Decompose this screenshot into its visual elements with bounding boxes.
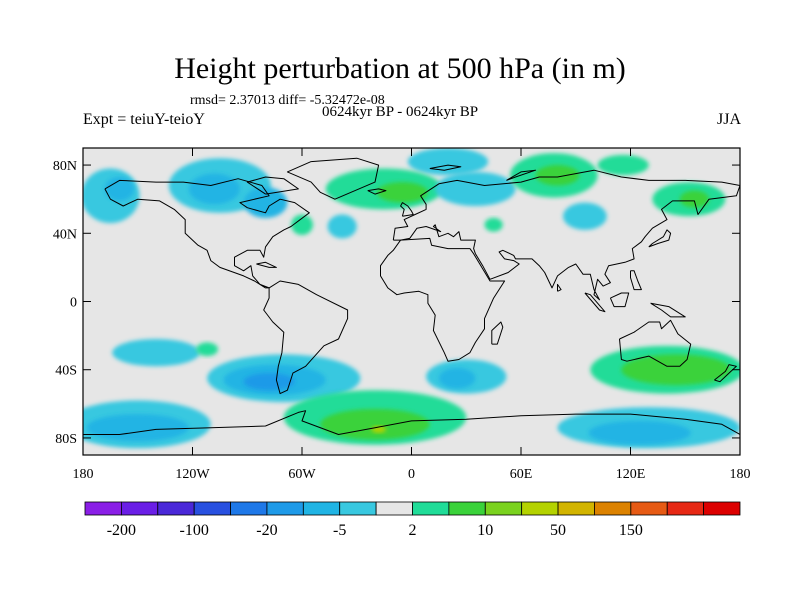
hudson-negative — [243, 187, 288, 218]
atlantic-negative — [327, 214, 357, 239]
colorbar-box — [666, 501, 705, 516]
lon-tick-label: 0 — [408, 467, 415, 482]
novaya-zemlya-coast — [506, 169, 537, 181]
borneo-coast — [609, 292, 630, 308]
europe-positive — [484, 217, 503, 232]
colorbar-box — [521, 501, 559, 516]
lon-tick-label: 60E — [510, 467, 533, 482]
kamchatka-positive-core — [679, 190, 709, 208]
stats-label: rmsd= 2.37013 diff= -5.32472e-08 — [190, 93, 385, 108]
colorbar-label: 10 — [477, 522, 493, 539]
colorbar-box — [84, 501, 122, 516]
iceland-coast — [367, 188, 387, 195]
colorbar-box — [230, 501, 268, 516]
siberia-positive-core — [535, 165, 580, 186]
lon-tick-label: 60W — [288, 467, 316, 482]
colorbar-box — [193, 501, 231, 516]
colorbar-box — [630, 501, 668, 516]
svalbard-coast — [429, 164, 462, 171]
lat-tick-label: 40S — [55, 364, 77, 379]
season-label: JJA — [716, 111, 741, 128]
australia-positive-core — [621, 354, 731, 386]
experiment-label: Expt = teiuY-teioY — [83, 111, 205, 128]
axis-ticks: 80N 40N 0 40S 80S 180 120W 60W 0 60E 120E 180 — [53, 148, 751, 482]
colorbar-label: -200 — [107, 522, 136, 539]
ross-sea-negative-core — [86, 414, 189, 442]
baffin-coast — [246, 176, 299, 195]
colorbar-box — [339, 501, 377, 516]
colorbar-label: -20 — [256, 522, 277, 539]
tropical-pacific-negative — [112, 339, 200, 367]
colorbar-box — [375, 501, 413, 516]
indian-ocean-negative-core — [438, 368, 476, 389]
lon-tick-label: 120E — [616, 467, 646, 482]
greenland-positive-core — [376, 182, 428, 203]
scandinavia-negative — [435, 171, 516, 206]
colorbar-box — [412, 501, 450, 516]
madagascar-coast — [491, 321, 504, 345]
north-america-coast — [104, 178, 310, 289]
lon-tick-label: 180 — [73, 467, 94, 482]
lat-tick-label: 80N — [53, 159, 77, 174]
colorbar: -200 -100 -20 -5 2 10 50 150 — [84, 501, 741, 539]
colorbar-label: -100 — [180, 522, 209, 539]
central-asia-negative — [562, 202, 607, 230]
new-guinea-coast — [650, 302, 686, 318]
greenland-coast — [286, 157, 380, 200]
australia-coast — [619, 319, 692, 367]
colorbar-box — [703, 501, 741, 516]
lat-tick-label: 0 — [70, 296, 77, 311]
colorbar-box — [484, 501, 523, 516]
eurasia-coast — [392, 169, 740, 301]
philippines-coast — [630, 270, 642, 291]
arctic-negative — [407, 148, 489, 176]
coastlines — [83, 157, 740, 435]
south-america-coast — [263, 280, 349, 395]
colorbar-label: 50 — [550, 522, 566, 539]
colorbar-box — [120, 501, 159, 516]
andes-positive — [196, 342, 219, 357]
n-pacific-negative-core — [104, 176, 135, 201]
sri-lanka-coast — [557, 283, 562, 292]
colorbar-label: -5 — [333, 522, 346, 539]
africa-coast — [380, 237, 506, 362]
us-east-positive — [291, 214, 313, 235]
sumatra-coast — [584, 292, 606, 313]
east-antarctic-negative-core — [588, 420, 691, 445]
antarctica-coast — [83, 410, 740, 435]
britain-coast — [400, 202, 414, 217]
lon-tick-label: 120W — [175, 467, 210, 482]
colorbar-box — [302, 501, 341, 516]
se-pacific-negative-inner — [243, 373, 295, 391]
japan-coast — [648, 229, 672, 248]
contour-fields — [83, 148, 740, 449]
colorbar-box — [266, 501, 304, 516]
colorbar-box — [557, 501, 595, 516]
plot-title: Height perturbation at 500 hPa (in m) — [174, 52, 626, 85]
colorbar-box — [594, 501, 632, 516]
cuba-coast — [256, 261, 277, 268]
canada-negative-core — [188, 173, 240, 205]
colorbar-label: 2 — [409, 522, 417, 539]
colorbar-label: 150 — [619, 522, 643, 539]
colorbar-box — [448, 501, 486, 516]
period-label: 0624kyr BP - 0624kyr BP — [321, 104, 479, 120]
lon-tick-label: 180 — [730, 467, 751, 482]
lat-tick-label: 80S — [55, 432, 77, 447]
new-zealand-coast — [714, 364, 737, 383]
colorbar-box — [157, 501, 195, 516]
east-siberia-positive — [597, 154, 649, 176]
antarctic-positive-core — [320, 408, 430, 440]
lat-tick-label: 40N — [53, 227, 77, 242]
